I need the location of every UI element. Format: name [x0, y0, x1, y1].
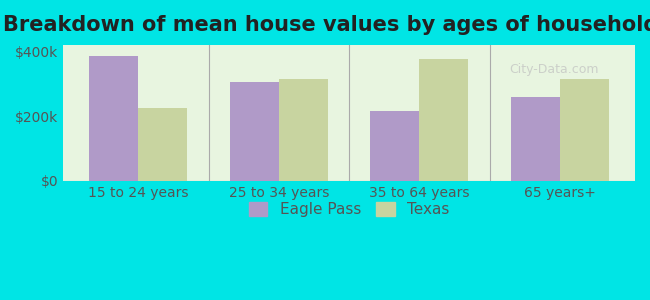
Bar [138, 108, 187, 181]
Bar [370, 111, 419, 181]
Bar [229, 82, 279, 181]
Bar [89, 56, 138, 181]
Text: City-Data.com: City-Data.com [509, 63, 599, 76]
Legend: Eagle Pass, Texas: Eagle Pass, Texas [241, 194, 457, 225]
Bar [419, 59, 469, 181]
Bar [279, 79, 328, 181]
Bar [511, 97, 560, 181]
Bar [560, 79, 609, 181]
Title: Breakdown of mean house values by ages of householders: Breakdown of mean house values by ages o… [3, 15, 650, 35]
